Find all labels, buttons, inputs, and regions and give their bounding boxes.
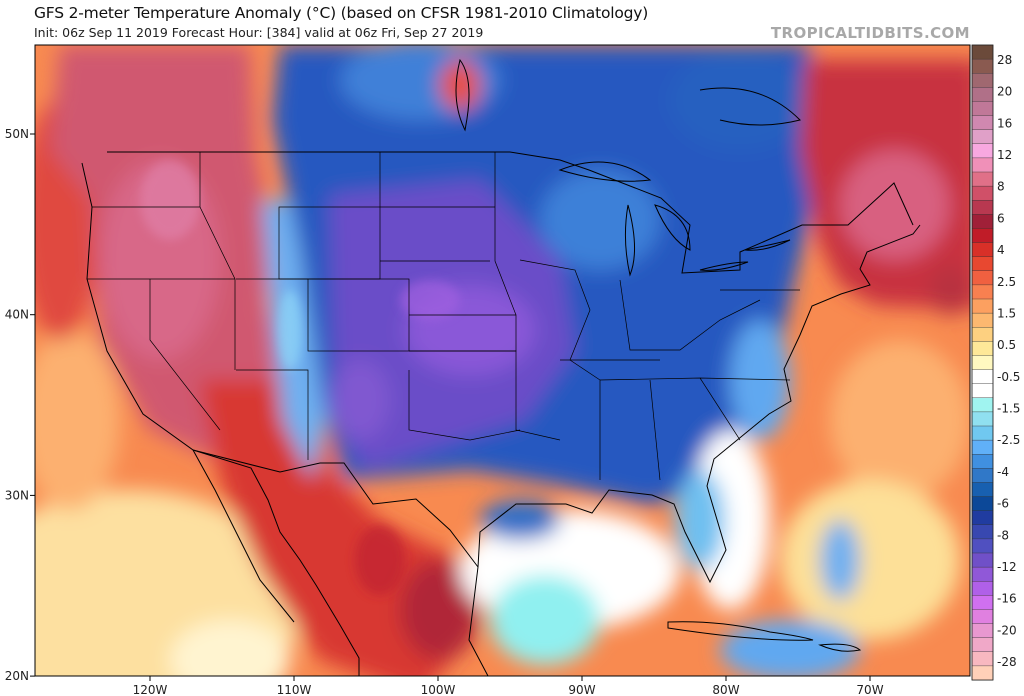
lon-tick-label: 100W	[421, 683, 456, 696]
lon-tick-label: 70W	[856, 683, 883, 696]
colorbar-label: 0.5	[997, 338, 1016, 352]
colorbar-swatch	[971, 623, 994, 639]
colorbar-label: -28	[997, 655, 1017, 669]
colorbar-swatch	[971, 101, 994, 117]
brand-watermark: TROPICALTIDBITS.COM	[770, 24, 970, 42]
colorbar-swatch	[971, 87, 994, 102]
colorbar-swatch	[971, 482, 994, 498]
map-subtitle: Init: 06z Sep 11 2019 Forecast Hour: [38…	[34, 25, 484, 40]
colorbar-swatch	[971, 425, 994, 441]
colorbar-swatch	[971, 665, 994, 681]
colorbar: 28 20 16 12 8 6 4 2.5 1.5 0.5 -0.5 -1.5 -2.5 -4 -6 -8 -1…	[971, 44, 1020, 681]
colorbar-swatch	[971, 298, 994, 314]
colorbar-swatch	[971, 270, 994, 286]
colorbar-swatch	[971, 157, 994, 173]
lat-tick-label: 30N	[5, 488, 29, 502]
colorbar-swatch	[971, 242, 994, 258]
latitude-axis: 50N 40N 30N 20N	[5, 127, 35, 683]
colorbar-label: 16	[997, 116, 1012, 130]
colorbar-label: 6	[997, 211, 1005, 225]
colorbar-swatch	[971, 524, 994, 540]
colorbar-swatch	[971, 327, 994, 342]
colorbar-label: 2.5	[997, 275, 1016, 289]
colorbar-label: 12	[997, 148, 1012, 162]
colorbar-swatch	[971, 171, 994, 187]
colorbar-swatch	[971, 552, 994, 568]
colorbar-swatch	[971, 228, 994, 244]
colorbar-swatch	[971, 439, 994, 455]
colorbar-swatch	[971, 651, 994, 667]
colorbar-label: 20	[997, 85, 1012, 99]
colorbar-swatch	[971, 496, 994, 512]
colorbar-swatch	[971, 355, 994, 371]
colorbar-label: -8	[997, 528, 1009, 542]
map-title: GFS 2-meter Temperature Anomaly (°C) (ba…	[34, 4, 649, 22]
colorbar-label: -4	[997, 465, 1009, 479]
colorbar-label: -16	[997, 592, 1017, 606]
colorbar-swatch	[971, 214, 994, 229]
colorbar-swatch	[971, 143, 994, 159]
lat-tick-label: 50N	[5, 127, 29, 141]
lon-tick-label: 80W	[712, 683, 739, 696]
colorbar-swatch	[971, 538, 994, 554]
colorbar-swatch	[971, 284, 994, 300]
colorbar-swatch	[971, 566, 994, 582]
lon-tick-label: 110W	[277, 683, 312, 696]
state-borders	[87, 152, 800, 481]
longitude-axis: 120W 110W 100W 90W 80W 70W	[133, 676, 884, 696]
colorbar-swatch	[971, 383, 994, 399]
lat-tick-label: 40N	[5, 308, 29, 322]
colorbar-swatch	[971, 44, 994, 60]
colorbar-frame	[971, 44, 994, 681]
colorbar-label: -20	[997, 623, 1017, 637]
colorbar-swatch	[971, 256, 994, 272]
colorbar-swatch	[971, 609, 994, 625]
colorbar-swatch	[971, 312, 994, 328]
lon-tick-label: 120W	[133, 683, 168, 696]
colorbar-swatch	[971, 510, 994, 526]
colorbar-swatch	[971, 129, 994, 145]
colorbar-label: -2.5	[997, 433, 1020, 447]
colorbar-swatch	[971, 200, 994, 215]
map-frame	[34, 44, 971, 677]
colorbar-swatch	[971, 341, 994, 356]
colorbar-swatch	[971, 115, 994, 131]
colorbar-swatch	[971, 595, 994, 610]
colorbar-label: 8	[997, 180, 1005, 194]
colorbar-swatch	[971, 411, 994, 427]
colorbar-swatch	[971, 454, 994, 469]
colorbar-label: -0.5	[997, 370, 1020, 384]
colorbar-label: -12	[997, 560, 1017, 574]
colorbar-swatch	[971, 73, 994, 88]
colorbar-label: 1.5	[997, 306, 1016, 320]
coastlines-and-borders	[81, 58, 921, 676]
colorbar-label: -6	[997, 497, 1009, 511]
colorbar-swatch	[971, 468, 994, 483]
colorbar-swatch	[971, 369, 994, 385]
colorbar-swatch	[971, 58, 994, 74]
lat-tick-label: 20N	[5, 669, 29, 683]
colorbar-swatch	[971, 581, 994, 596]
colorbar-swatch	[971, 637, 994, 653]
colorbar-swatch	[971, 397, 994, 413]
lon-tick-label: 90W	[568, 683, 595, 696]
colorbar-swatch	[971, 185, 994, 201]
colorbar-label: 4	[997, 243, 1005, 257]
colorbar-label: 28	[997, 53, 1012, 67]
colorbar-label: -1.5	[997, 402, 1020, 416]
